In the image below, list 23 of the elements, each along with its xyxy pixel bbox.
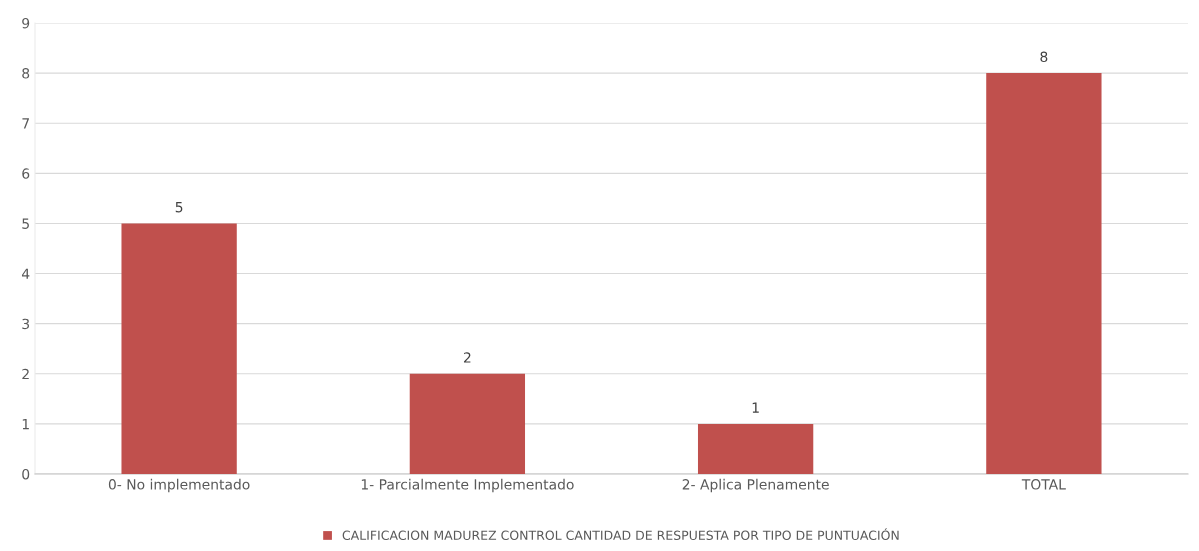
data-label: 8 — [1040, 51, 1048, 63]
data-label: 1 — [752, 402, 759, 413]
y-tick-label: 0 — [22, 468, 30, 480]
y-tick-label: 5 — [22, 218, 29, 229]
x-tick-label: 2- Aplica Plenamente — [682, 478, 829, 493]
y-tick-label: 1 — [22, 419, 29, 430]
y-tick-label: 7 — [22, 118, 29, 129]
y-tick-label: 6 — [22, 168, 30, 179]
bar — [121, 223, 237, 474]
x-tick-label: TOTAL — [1021, 479, 1066, 490]
x-tick-label: 0- No implementado — [108, 478, 250, 493]
bar — [409, 373, 526, 474]
data-label: 2 — [463, 352, 471, 363]
data-label: 5 — [175, 202, 183, 213]
y-tick-label: 9 — [22, 17, 30, 29]
y-tick-label: 2 — [22, 368, 29, 380]
bar — [697, 423, 814, 474]
y-tick-label: 8 — [22, 68, 30, 79]
y-tick-label: 4 — [21, 268, 30, 279]
x-tick-label: 1- Parcialmente Implementado — [361, 478, 574, 493]
legend-label: CALIFICACION MADUREZ CONTROL CANTIDAD DE RESPUESTA POR TIPO DE PUNTUACIÓN — [342, 528, 899, 541]
bar — [986, 73, 1102, 474]
y-tick-label: 3 — [22, 318, 30, 330]
